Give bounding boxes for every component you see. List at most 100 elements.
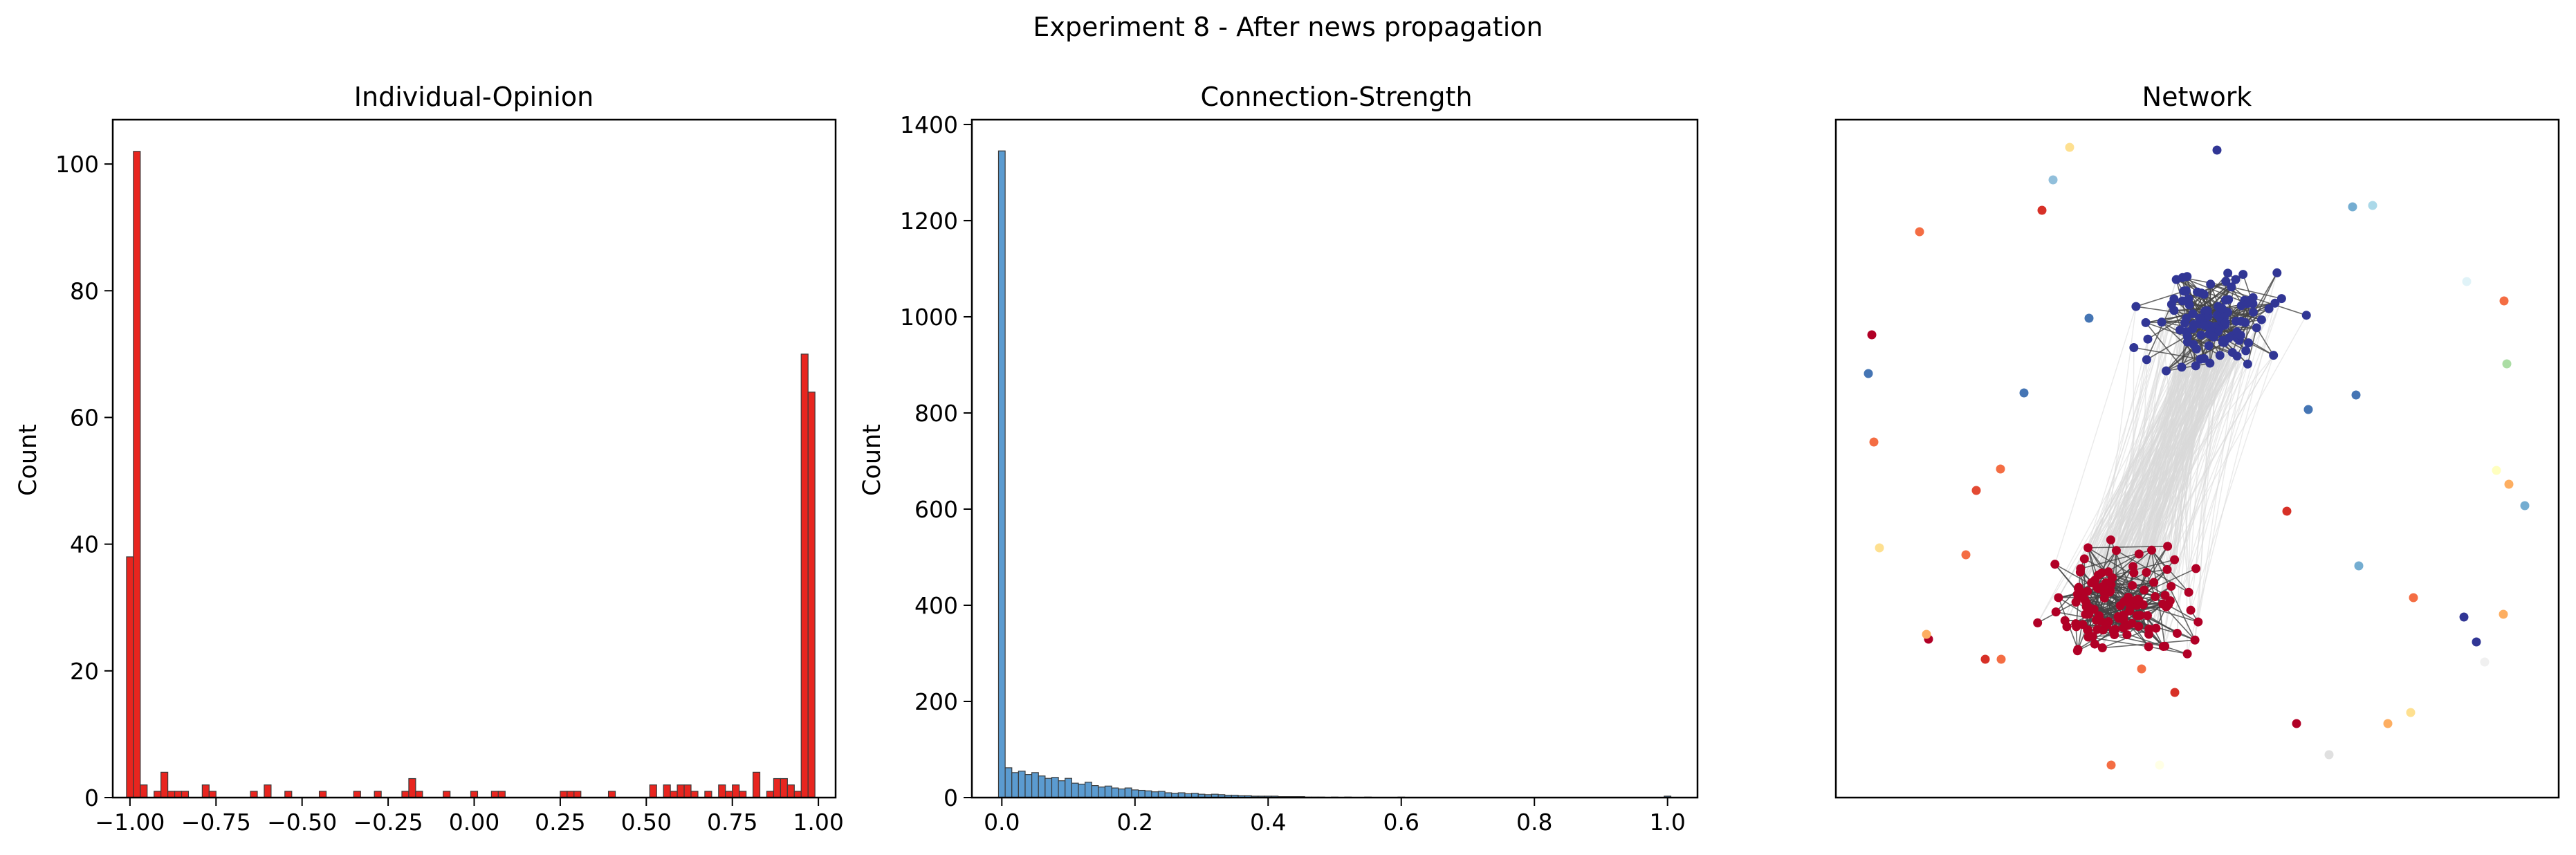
histogram-bar	[766, 791, 775, 798]
network-edge	[2166, 362, 2210, 371]
network-edge	[2065, 619, 2097, 621]
histogram-bar	[1118, 788, 1125, 798]
x-tick-label: −0.75	[181, 809, 251, 836]
network-edge	[2247, 327, 2258, 365]
network-edge	[2149, 646, 2188, 655]
network-node	[2215, 351, 2225, 360]
strength-histogram-bars	[997, 150, 1672, 798]
y-tick-label: 200	[914, 688, 958, 715]
y-tick-label: 40	[70, 531, 99, 558]
histogram-bar	[470, 791, 479, 798]
histogram-bar	[1111, 787, 1119, 798]
x-tick-label: 0.6	[1383, 809, 1419, 836]
network-node	[2208, 331, 2218, 341]
x-tick-label: −0.50	[267, 809, 337, 836]
x-tick-label: 0.00	[449, 809, 499, 836]
network-node	[2115, 601, 2125, 611]
network-node	[2142, 568, 2151, 578]
network-node	[2137, 664, 2146, 674]
network-node	[2244, 296, 2254, 306]
network-node	[1961, 550, 1971, 560]
opinion-histogram-panel: Individual-Opinion Count −1.00 −0.75 −0.50…	[15, 82, 844, 836]
network-node	[2162, 564, 2172, 574]
network-edge	[2054, 306, 2137, 564]
histogram-bar	[1124, 787, 1132, 798]
histogram-bar	[401, 791, 410, 798]
network-node	[2252, 323, 2261, 333]
histogram-bar	[353, 791, 361, 798]
x-tick-label: 0.4	[1250, 809, 1286, 836]
network-node	[2144, 624, 2154, 634]
network-node	[2160, 641, 2170, 651]
x-tick-label: −0.25	[353, 809, 423, 836]
histogram-bar	[725, 791, 733, 798]
network-node	[2504, 479, 2514, 489]
network-panel: Network	[1834, 82, 2560, 799]
network-node	[2170, 555, 2180, 564]
network-node	[2090, 576, 2100, 585]
histogram-bar	[208, 791, 217, 798]
x-tick-label: 0.0	[984, 809, 1020, 836]
histogram-bar	[174, 791, 183, 798]
network-node	[2351, 390, 2361, 400]
network-node	[2492, 466, 2501, 475]
network-node	[2132, 611, 2142, 620]
network-node	[2200, 321, 2209, 331]
histogram-bar	[1045, 778, 1053, 798]
network-node	[2119, 610, 2128, 620]
network-node	[2220, 318, 2230, 327]
histogram-bar	[663, 784, 671, 798]
network-edge	[2037, 323, 2200, 623]
network-node	[2095, 611, 2104, 620]
network-title: Network	[2142, 82, 2252, 112]
network-node	[2180, 318, 2190, 328]
histogram-bar	[1031, 772, 1039, 798]
network-node	[2142, 355, 2151, 365]
network-node	[2033, 618, 2043, 627]
histogram-bar	[677, 784, 685, 798]
network-node	[2409, 593, 2418, 603]
histogram-bar	[1024, 774, 1033, 798]
histogram-bar	[497, 791, 506, 798]
histogram-bar	[1065, 778, 1072, 798]
histogram-bar	[140, 784, 148, 798]
network-node	[1875, 543, 1884, 553]
histogram-bar	[408, 778, 416, 798]
y-tick-label: 1200	[900, 208, 958, 235]
y-tick-label: 100	[55, 151, 99, 178]
x-tick-label: 0.8	[1516, 809, 1552, 836]
network-node	[2134, 596, 2144, 605]
histogram-bar	[752, 771, 761, 798]
network-node	[2111, 546, 2121, 555]
network-node	[2193, 617, 2203, 627]
network-node	[2083, 543, 2093, 553]
histogram-bar	[443, 791, 451, 798]
y-tick-label: 400	[914, 592, 958, 619]
network-node	[2127, 618, 2137, 628]
histogram-bar	[1004, 767, 1013, 798]
network-edge	[2187, 335, 2220, 356]
network-node	[2084, 313, 2094, 323]
network-edge	[2135, 290, 2187, 307]
network-node	[2104, 567, 2113, 577]
network-node	[2088, 632, 2097, 641]
network-node	[2276, 294, 2286, 304]
network-node	[2106, 580, 2116, 589]
network-edge	[2151, 549, 2196, 641]
network-node	[2054, 593, 2063, 603]
network-node	[2195, 313, 2205, 323]
network-node	[2163, 542, 2173, 551]
histogram-bar	[683, 784, 692, 798]
network-node	[2172, 629, 2182, 638]
x-tick-label: 0.2	[1117, 809, 1153, 836]
network-node	[2324, 750, 2334, 760]
network-node	[2051, 607, 2061, 617]
network-node	[2037, 205, 2047, 215]
y-tick-label: 1400	[900, 111, 958, 138]
histogram-bar	[1144, 790, 1152, 798]
histogram-bar	[793, 791, 802, 798]
network-node	[2190, 635, 2200, 645]
histogram-bar	[1137, 789, 1146, 798]
network-node	[2256, 315, 2266, 324]
